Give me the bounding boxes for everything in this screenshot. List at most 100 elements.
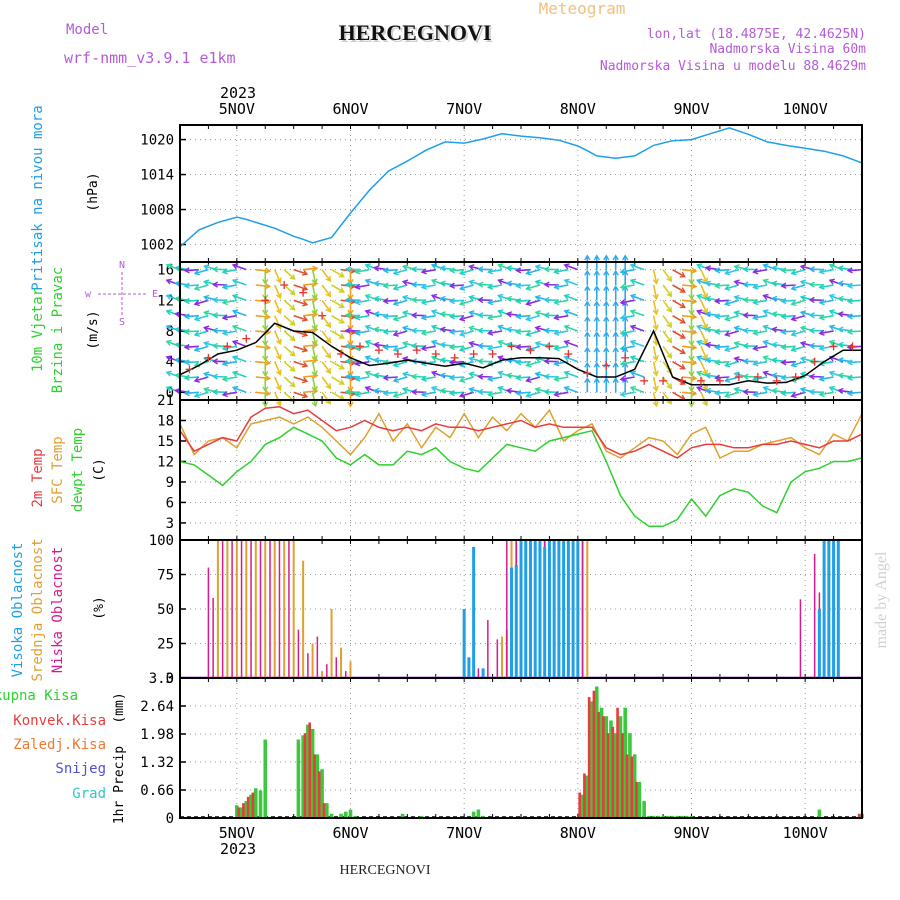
high-cloud-bar (562, 540, 566, 678)
wind-arrow-head (468, 294, 475, 301)
wind-arrow-head (679, 363, 686, 370)
high-cloud-bar (822, 540, 826, 678)
wind-arrow (819, 376, 834, 381)
wind-arrow (194, 391, 209, 397)
wind-arrow-head (354, 390, 361, 398)
wind-arrow (662, 284, 672, 297)
wind-arrow-head (828, 309, 835, 316)
wind-arrow (630, 264, 645, 271)
bottom-date-label: 6NOV (332, 824, 368, 842)
wind-arrow-head (477, 266, 484, 273)
wind-arrow-head (563, 263, 570, 270)
wind-arrow (232, 325, 247, 332)
wind-arrow (273, 269, 282, 283)
wind-arrow (459, 330, 474, 336)
wind-arrow-head (691, 328, 698, 336)
total-rain-bar (618, 716, 623, 818)
bottom-date-label: 5NOV (219, 824, 255, 842)
wind-arrow-head (652, 293, 659, 301)
wind-arrow-head (354, 298, 361, 306)
wind-arrow-head (410, 327, 418, 334)
wind-arrow (620, 391, 635, 396)
wind-arrow-head (525, 392, 532, 399)
total-rain-bar (689, 815, 694, 818)
product-label: Meteogram (539, 0, 626, 18)
wind-arrow-head (505, 295, 512, 303)
wind-arrow-head (344, 388, 351, 396)
wind-arrow (331, 360, 345, 370)
wind-arrow-head (325, 337, 332, 344)
wind-arrow-head (325, 367, 332, 375)
wind-arrow-head (392, 392, 399, 399)
wind-arrow-head (553, 298, 560, 306)
wind-arrow-head (468, 264, 475, 271)
wind-arrow-head (525, 361, 532, 368)
wind-arrow-head (193, 315, 200, 322)
wind-arrow (753, 314, 768, 319)
wind-arrow (672, 345, 686, 355)
high-cloud-bar (533, 540, 537, 678)
wind-arrow-head (301, 300, 309, 307)
wind-arrow-head (828, 293, 835, 300)
convective-rain-bar (630, 756, 634, 818)
wind-arrow (564, 325, 579, 332)
wind-arrow-head (430, 385, 438, 392)
wind-arrow-head (231, 293, 239, 300)
wind-arrow-head (515, 267, 522, 274)
wind-arrow-head (193, 300, 200, 307)
convective-rain-bar (583, 773, 586, 818)
convective-rain-bar (587, 697, 591, 818)
wind-arrow-head (593, 269, 600, 276)
wind-arrow-head (584, 376, 591, 383)
wind-arrow-head (714, 328, 721, 335)
wind-arrow (554, 391, 569, 396)
wind-arrow-head (183, 297, 190, 305)
wind-arrow (725, 345, 740, 351)
pressure-unit: (hPa) (86, 172, 101, 211)
wind-arrow-head (174, 280, 181, 287)
total-rain-bar (628, 733, 632, 818)
wind-arrow-head (733, 310, 740, 317)
wind-arrow-head (458, 346, 466, 353)
wind-arrow-head (174, 387, 181, 395)
wind-arrow-head (837, 265, 844, 272)
wind-arrow (194, 299, 209, 305)
precip-unit: (mm) (112, 692, 127, 723)
wind-arrow (620, 284, 635, 289)
wind-arrow (488, 314, 503, 319)
wind-arrow-head (430, 263, 438, 270)
wind-arrow (383, 299, 398, 303)
wind-arrow-head (666, 291, 673, 298)
wind-arrow-head (364, 293, 371, 300)
wind-arrow-head (846, 313, 853, 320)
wind-arrow-head (688, 355, 695, 362)
wind-arrow-head (704, 295, 711, 303)
low-cloud-bar (207, 567, 210, 678)
wind-arrow-head (231, 278, 239, 285)
wind-arrow-head (193, 376, 200, 383)
wind-arrow (273, 300, 282, 314)
wind-arrow (321, 361, 331, 374)
wind-arrow-head (468, 340, 475, 347)
wind-arrow-head (231, 324, 239, 331)
wind-arrow (526, 268, 541, 275)
wind-arrow-head (828, 263, 835, 270)
wind-arrow (283, 299, 296, 311)
wind-arrow-head (354, 268, 361, 275)
wind-arrow-head (275, 338, 282, 346)
wind-arrow (355, 391, 370, 396)
wind-arrow-head (612, 330, 619, 337)
low-cloud-bar (496, 639, 499, 678)
wind-arrow-head (202, 310, 210, 317)
wind-arrow-head (373, 295, 380, 303)
wind-arrow (488, 268, 503, 273)
wind-arrow-head (525, 269, 532, 276)
convective-rain-bar (635, 781, 638, 818)
wind-arrow-head (221, 268, 228, 275)
high-cloud-bar (836, 540, 840, 678)
wind-arrow-head (347, 279, 354, 286)
wind-arrow (421, 345, 436, 350)
wind-arrow (303, 328, 318, 332)
wind-arrow-head (410, 388, 418, 396)
wind-arrow-head (448, 343, 456, 351)
